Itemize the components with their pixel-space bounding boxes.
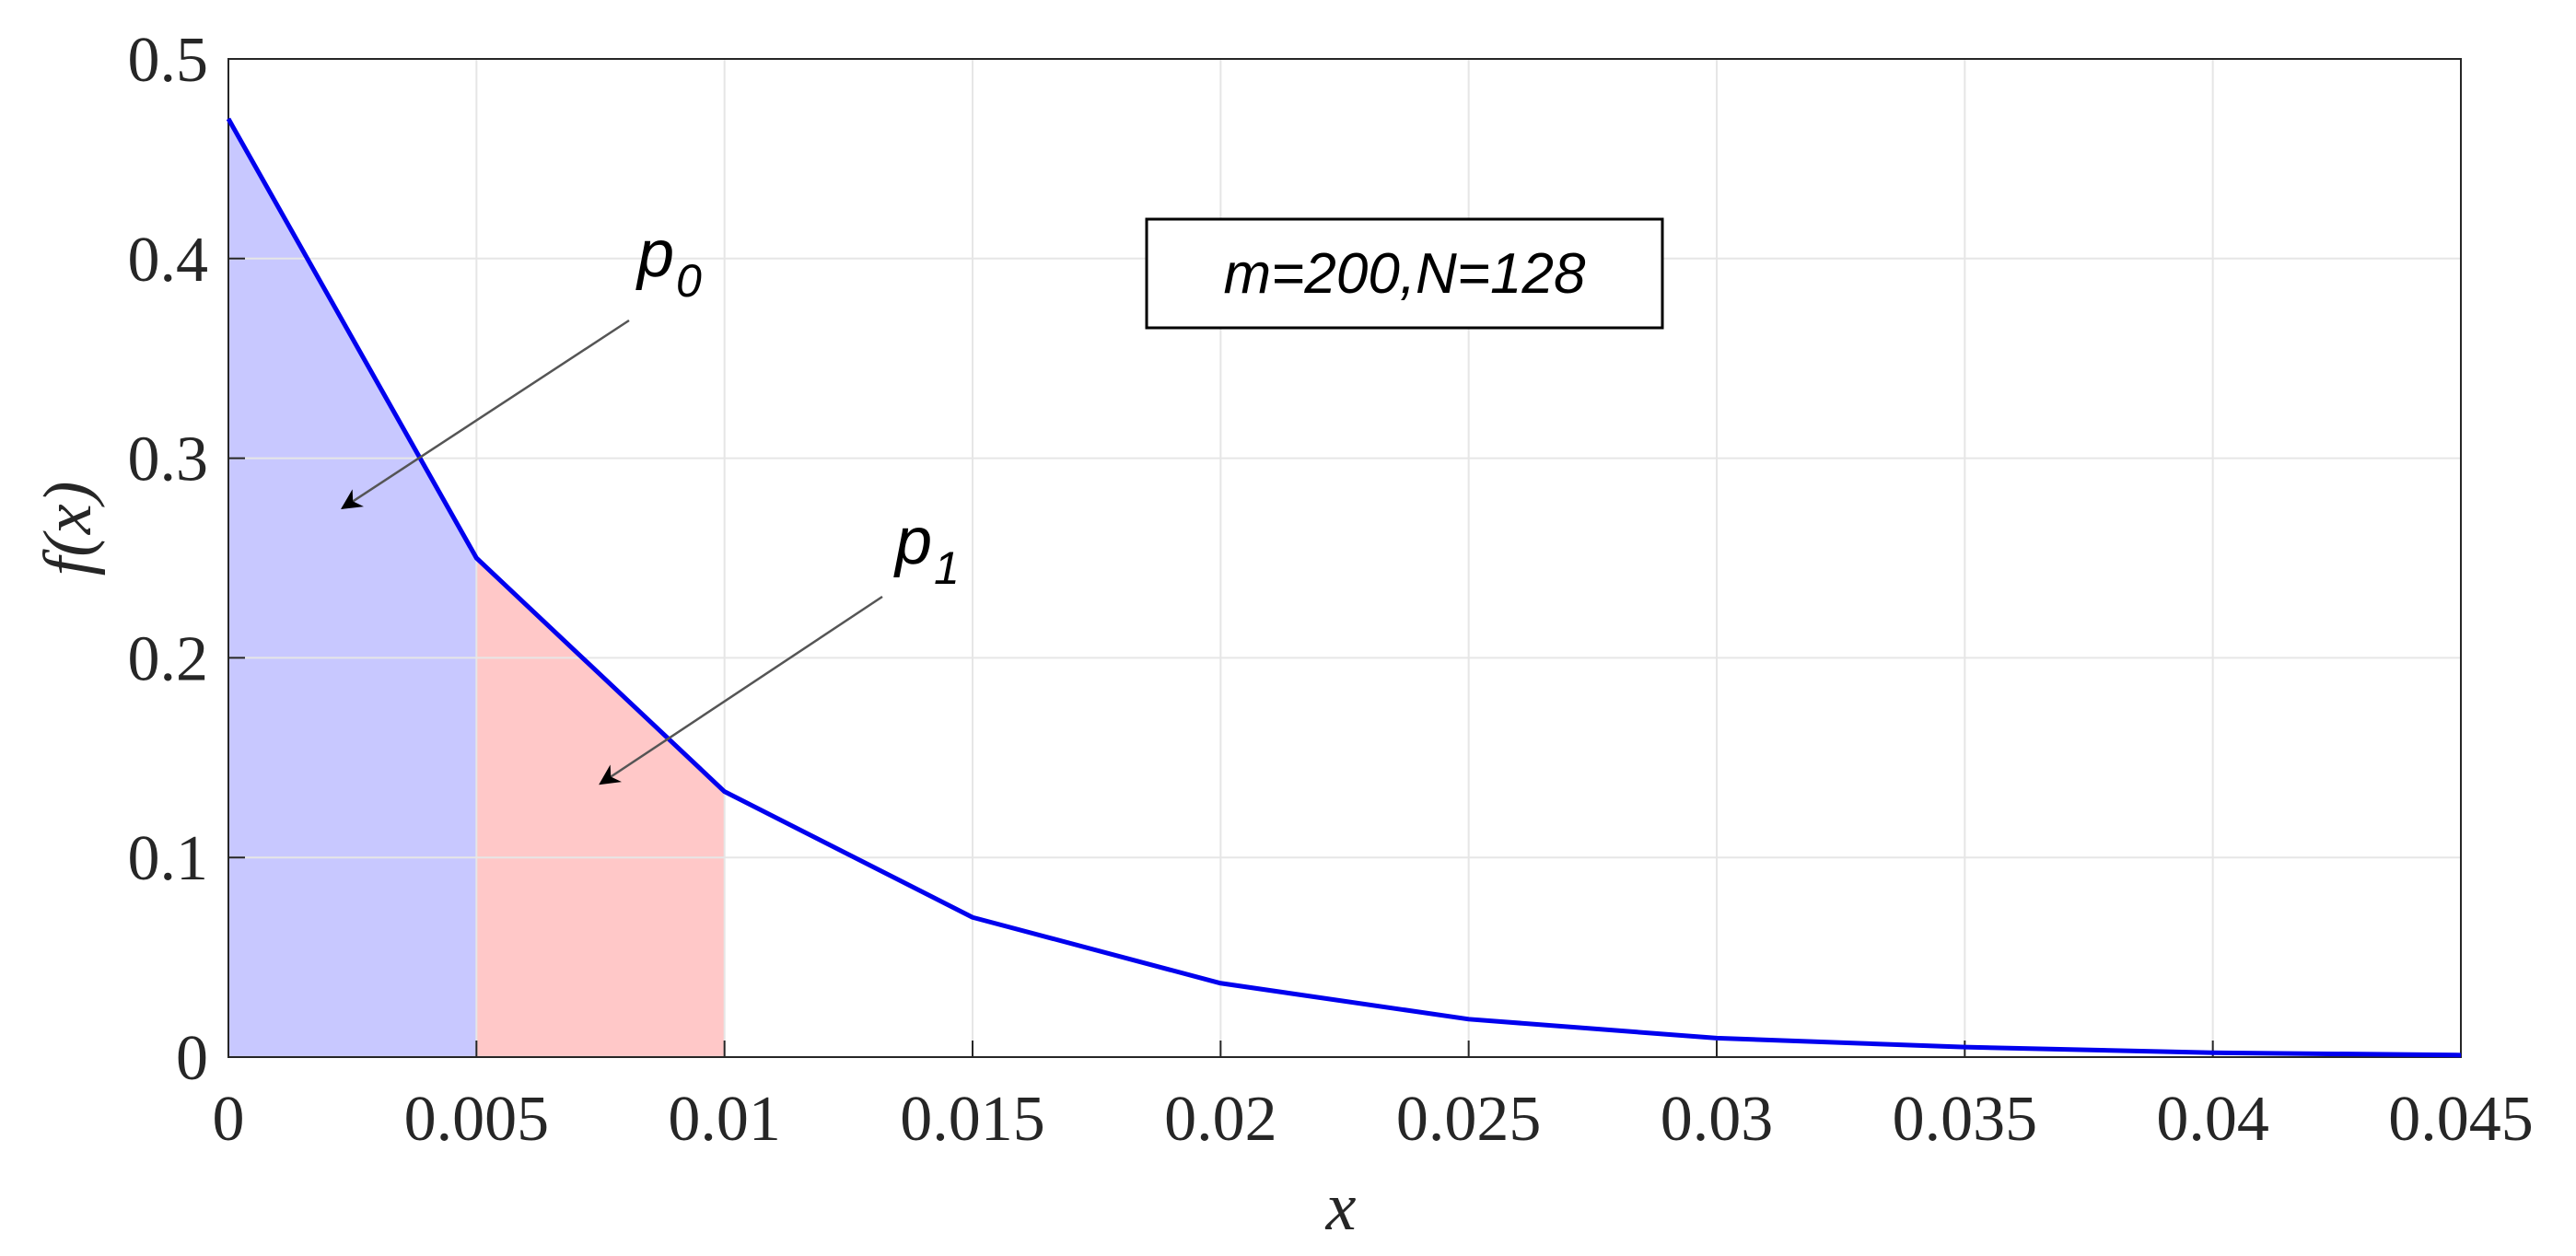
annotation-label-p1: p (893, 505, 932, 578)
x-tick-label: 0.005 (404, 1084, 550, 1155)
annotation-arrow-p1 (599, 595, 883, 785)
region-p1 (476, 558, 725, 1057)
region-p0 (228, 119, 477, 1058)
y-tick-label: 0.2 (128, 623, 209, 694)
y-tick-label: 0.4 (128, 225, 209, 296)
annotation-arrow-p0 (341, 319, 630, 510)
x-tick-label: 0.025 (1396, 1084, 1542, 1155)
y-tick-label: 0.1 (128, 823, 209, 894)
shaded-regions (228, 119, 725, 1058)
annotation-label-p0: p (635, 217, 674, 291)
series (226, 117, 2462, 1058)
x-tick-label: 0.01 (668, 1084, 781, 1155)
series-point (724, 791, 726, 793)
y-tick-label: 0 (176, 1023, 208, 1094)
series-point (2460, 1054, 2462, 1056)
series-line (226, 117, 2462, 1058)
series-point (475, 557, 477, 559)
x-axis-label: x (1325, 1169, 1357, 1245)
x-tick-label: 0.015 (900, 1084, 1045, 1155)
x-tick-label: 0.035 (1893, 1084, 2038, 1155)
series-point (1964, 1046, 1965, 1048)
y-axis-label: f(x) (30, 482, 106, 576)
x-ticks: 0 0.005 0.01 0.015 0.02 0.025 0.03 0.035 0.04 0.0… (213, 1041, 2534, 1155)
parameter-textbox: m=200,N=128 (1145, 217, 1664, 330)
y-tick-label: 0.3 (128, 424, 209, 495)
x-tick-label: 0 (213, 1084, 245, 1155)
annotations: p 0p 1 (341, 217, 960, 785)
annotation-subscript-p0: 0 (676, 255, 702, 307)
parameter-textbox-frame (1145, 217, 1664, 330)
x-tick-label: 0.02 (1164, 1084, 1277, 1155)
annotation-subscript-p1: 1 (934, 542, 960, 594)
series-point (1468, 1018, 1470, 1020)
series-point (2212, 1052, 2214, 1053)
y-tick-label: 0.5 (128, 25, 209, 96)
x-tick-label: 0.03 (1661, 1084, 1774, 1155)
y-ticks: 0 0.1 0.2 0.3 0.4 0.5 (128, 25, 245, 1094)
series-point (227, 118, 229, 120)
plot-frame (227, 58, 2462, 1058)
parameter-textbox-text: m=200,N=128 (1224, 242, 1586, 306)
series-point (1716, 1037, 1718, 1039)
x-tick-label: 0.04 (2156, 1084, 2269, 1155)
x-tick-label: 0.045 (2388, 1084, 2534, 1155)
